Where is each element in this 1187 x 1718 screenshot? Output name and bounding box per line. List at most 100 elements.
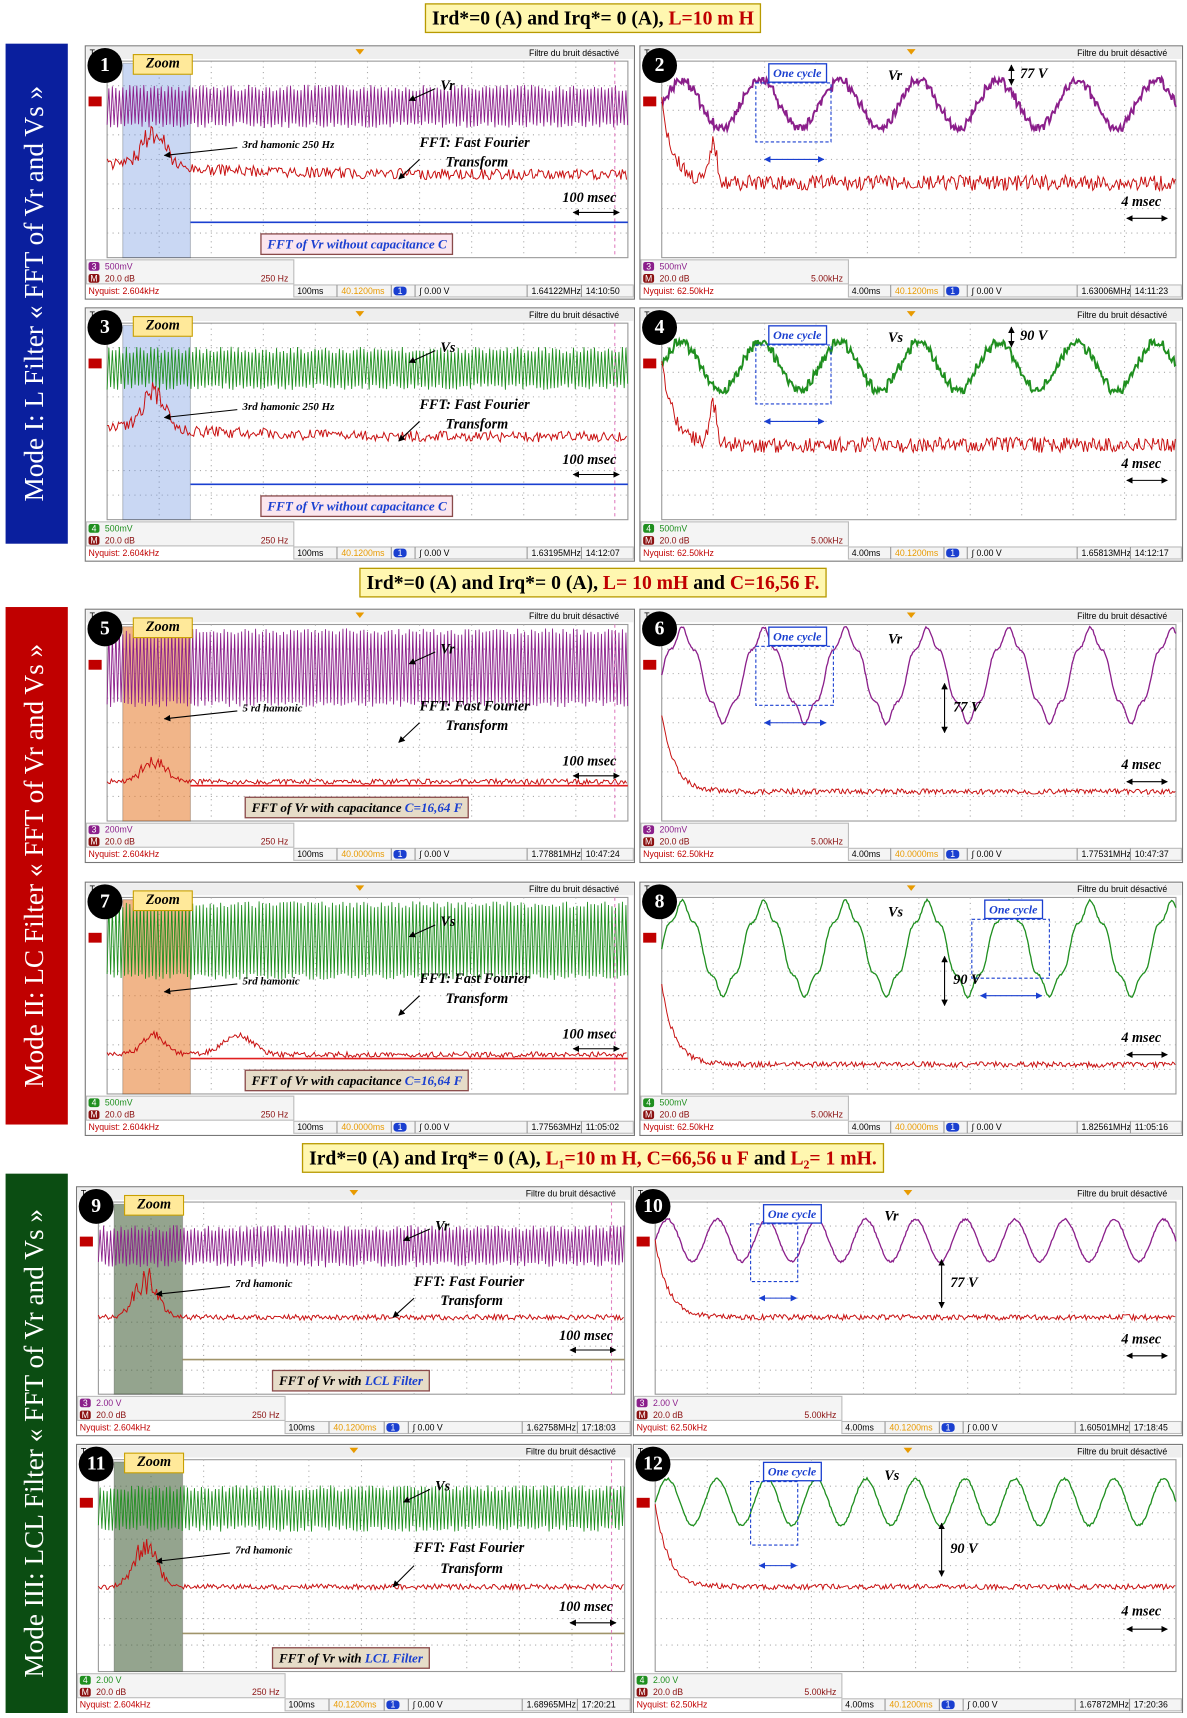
signal-label: Vr: [888, 631, 903, 647]
status-timebase: 4.00ms: [852, 849, 881, 859]
cycle-window: [971, 918, 1050, 979]
caption-part: FFT of Vr with: [278, 1651, 365, 1666]
status-timebase: 4.00ms: [845, 1700, 874, 1710]
math-freq: 5.00kHz: [811, 1110, 843, 1120]
banner-part: Ird*=0 (A) and Irq*= 0 (A),: [309, 1147, 545, 1169]
status-trig-ch: 1: [950, 849, 955, 859]
status-delay: 40.1200ms: [895, 286, 939, 296]
math-badge: [643, 1110, 655, 1120]
pointer: [392, 1297, 415, 1318]
trigger-badge: [393, 548, 407, 558]
math-label: M: [638, 1410, 645, 1420]
status-clock: 10:47:24: [586, 849, 620, 859]
trigger-marker: [903, 1190, 913, 1196]
math-scale: 20.0 dB: [660, 273, 690, 283]
math-label: M: [90, 273, 97, 283]
fft-trace: [106, 756, 627, 787]
fft-trace: [654, 1504, 1176, 1592]
header-right: Filtre du bruit désactivé: [1077, 310, 1167, 320]
nyquist: Nyquist: 2.604kHz: [89, 849, 160, 859]
caption-box: [260, 495, 454, 518]
channel-number: 4: [646, 1098, 651, 1108]
zoom-box: [132, 617, 193, 639]
header-right: Filtre du bruit désactivé: [1077, 1446, 1167, 1456]
nyquist: Nyquist: 2.604kHz: [80, 1700, 151, 1710]
status-trig: ∫ 0.00 V: [971, 548, 1002, 558]
math-badge: [88, 837, 100, 847]
math-freq: 5.00kHz: [811, 535, 843, 545]
status-timebase: 4.00ms: [852, 1122, 881, 1132]
channel-number: 3: [646, 261, 651, 271]
harmonic-label: 7rd hamonic: [235, 1278, 292, 1290]
status-box: [85, 1095, 295, 1121]
math-freq: 5.00kHz: [811, 837, 843, 847]
time-label: 100 msec: [562, 1026, 617, 1042]
math-badge: [88, 274, 100, 283]
channel-badge: [636, 1675, 648, 1685]
trigger-badge: [946, 849, 960, 859]
trigger-marker: [355, 612, 365, 618]
signal-trace: [660, 74, 1177, 135]
status-timebase: 4.00ms: [845, 1422, 874, 1432]
math-scale: 20.0 dB: [660, 1110, 690, 1120]
fft-label: FFT: Fast Fourier: [419, 397, 531, 413]
zoom-box: [124, 1452, 185, 1474]
fft-label: Transform: [446, 155, 509, 171]
pointer: [163, 409, 238, 421]
pointer: [408, 651, 436, 665]
panel-badge: [87, 310, 123, 346]
timebar: [847, 284, 1182, 298]
math-label: M: [90, 837, 97, 847]
panel-badge: [78, 1446, 114, 1482]
trigger-marker: [906, 885, 916, 891]
panel-number: 10: [643, 1195, 663, 1217]
caption-part: FFT of Vr without capacitance C: [266, 499, 447, 514]
signal-trace: [661, 625, 1177, 726]
status-rate: 1.77531MHz: [1082, 849, 1131, 859]
cycle-window: [755, 82, 832, 143]
fft-trace: [106, 1030, 627, 1059]
math-badge: [88, 1110, 100, 1120]
signal-label: Vs: [888, 904, 903, 920]
fft-trace: [97, 1539, 624, 1592]
math-scale: 20.0 dB: [105, 837, 135, 847]
fft-trace: [97, 1268, 624, 1322]
one-cycle-box: [762, 1204, 822, 1224]
panel-number: 4: [655, 316, 665, 338]
status-rate: 1.60501MHz: [1080, 1422, 1129, 1432]
panel-badge: [78, 1188, 114, 1224]
status-delay: 40.0000ms: [895, 849, 939, 859]
status-trig: ∫ 0.00 V: [412, 1422, 443, 1432]
time-label: 4 msec: [1120, 194, 1161, 210]
caption-part: C=16,64 F: [405, 1073, 463, 1088]
panel-number: 1: [100, 54, 110, 76]
fft-label: FFT: Fast Fourier: [419, 971, 531, 987]
channel-scale: 2.00 V: [96, 1398, 121, 1408]
channel-badge: [643, 825, 655, 835]
caption-box: [244, 796, 469, 819]
fft-trace: [661, 97, 1176, 193]
timebar: [847, 546, 1182, 560]
status-trig-ch: 1: [398, 1122, 403, 1132]
caption-box: [260, 233, 454, 256]
harmonic-label: 7rd hamonic: [235, 1544, 292, 1556]
status-trig: ∫ 0.00 V: [418, 548, 449, 558]
status-trig: ∫ 0.00 V: [971, 1122, 1002, 1132]
fft-trace: [661, 361, 1176, 454]
status-rate: 1.65813MHz: [1082, 548, 1131, 558]
math-badge: [643, 536, 655, 545]
fft-label: FFT: Fast Fourier: [419, 698, 531, 714]
panel-number: 8: [655, 890, 665, 912]
status-box: [77, 1673, 286, 1699]
signal-label: Vr: [884, 1209, 899, 1225]
signal-label: Vs: [440, 340, 455, 356]
signal-trace: [97, 1485, 625, 1532]
channel-number: 3: [83, 1398, 88, 1408]
side-bar: [5, 1173, 68, 1713]
caption-box: [244, 1069, 469, 1092]
math-freq: 5.00kHz: [804, 1687, 836, 1697]
status-delay: 40.0000ms: [341, 849, 385, 859]
panel-badge: [642, 310, 678, 346]
fft-trace: [661, 715, 1176, 796]
timebar: [847, 847, 1182, 861]
